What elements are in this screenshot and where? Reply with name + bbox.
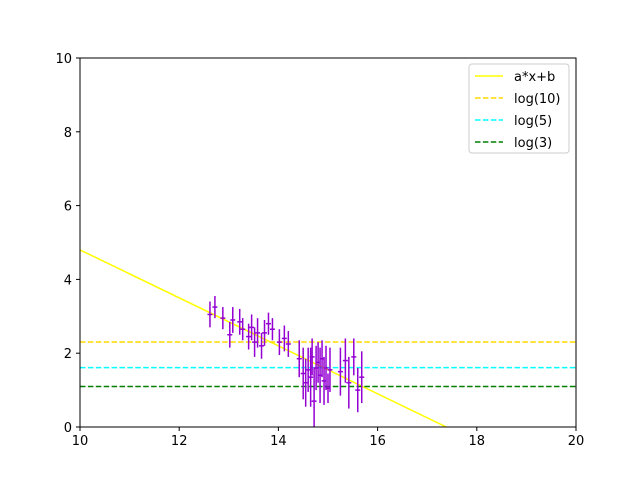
x-tick-label: 16 xyxy=(369,434,386,449)
legend-entry-hline: log(5) xyxy=(475,114,552,129)
legend-box xyxy=(468,63,570,154)
x-tick-label: 14 xyxy=(270,434,287,449)
errorbar-point xyxy=(351,338,357,376)
errorbar-point xyxy=(281,325,287,352)
errorbar-point xyxy=(311,367,317,427)
errorbar-point xyxy=(359,351,365,404)
axes: 10 12 14 16 18 20 0 2 4 6 8 10 xyxy=(55,52,584,449)
errorbar-point xyxy=(252,327,258,357)
errorbar-point xyxy=(266,312,271,335)
errorbar-point xyxy=(230,307,236,333)
errorbar-point xyxy=(303,358,309,407)
legend: a*x+b log(10) log(5) log(3) xyxy=(468,63,570,154)
legend-label: a*x+b xyxy=(514,70,555,85)
errorbar-point xyxy=(346,356,352,409)
legend-label: log(5) xyxy=(514,114,552,129)
errorbar-point xyxy=(269,318,275,341)
errorbar-point xyxy=(305,347,311,392)
errorbar-point xyxy=(207,301,213,328)
clipped-series xyxy=(80,249,576,427)
errorbar-point xyxy=(296,340,302,378)
y-tick-label: 4 xyxy=(64,273,72,288)
errorbar-point xyxy=(276,329,282,356)
plot-area xyxy=(80,249,576,427)
errorbar-point xyxy=(285,331,291,357)
x-tick-label: 12 xyxy=(171,434,188,449)
axes-frame xyxy=(79,57,577,428)
x-tick-label: 18 xyxy=(469,434,486,449)
errorbar-point xyxy=(323,345,329,391)
errorbar-point xyxy=(227,321,233,348)
legend-entry-hline: log(10) xyxy=(475,92,561,107)
legend-label: log(10) xyxy=(514,92,561,107)
errorbar-point xyxy=(237,308,243,335)
errorbar-point xyxy=(259,332,265,359)
errorbar-point xyxy=(249,314,255,341)
errorbar-point xyxy=(246,323,252,350)
errorbar-point xyxy=(337,347,343,396)
x-tick-label: 20 xyxy=(568,434,585,449)
errorbar-point xyxy=(240,318,246,341)
errorbar-point xyxy=(255,318,261,348)
x-tick-label: 10 xyxy=(72,434,89,449)
errorbar-point xyxy=(342,338,348,383)
errorbar-point xyxy=(309,338,315,376)
errorbar-point xyxy=(355,367,361,413)
errorbar-point xyxy=(327,347,333,392)
legend-entry-hline: log(3) xyxy=(475,136,552,151)
errorbar-point xyxy=(212,296,218,319)
y-tick-label: 0 xyxy=(64,421,72,436)
y-tick-label: 6 xyxy=(64,200,72,215)
errorbar-point xyxy=(262,319,267,346)
fit-line xyxy=(80,249,448,427)
y-tick-label: 8 xyxy=(64,126,72,141)
errorbar-point xyxy=(300,347,306,400)
y-tick-label: 2 xyxy=(64,347,72,362)
legend-entry-fit: a*x+b xyxy=(475,70,555,85)
legend-label: log(3) xyxy=(514,136,552,151)
y-tick-label: 10 xyxy=(55,52,72,67)
errorbar-point xyxy=(220,307,226,330)
